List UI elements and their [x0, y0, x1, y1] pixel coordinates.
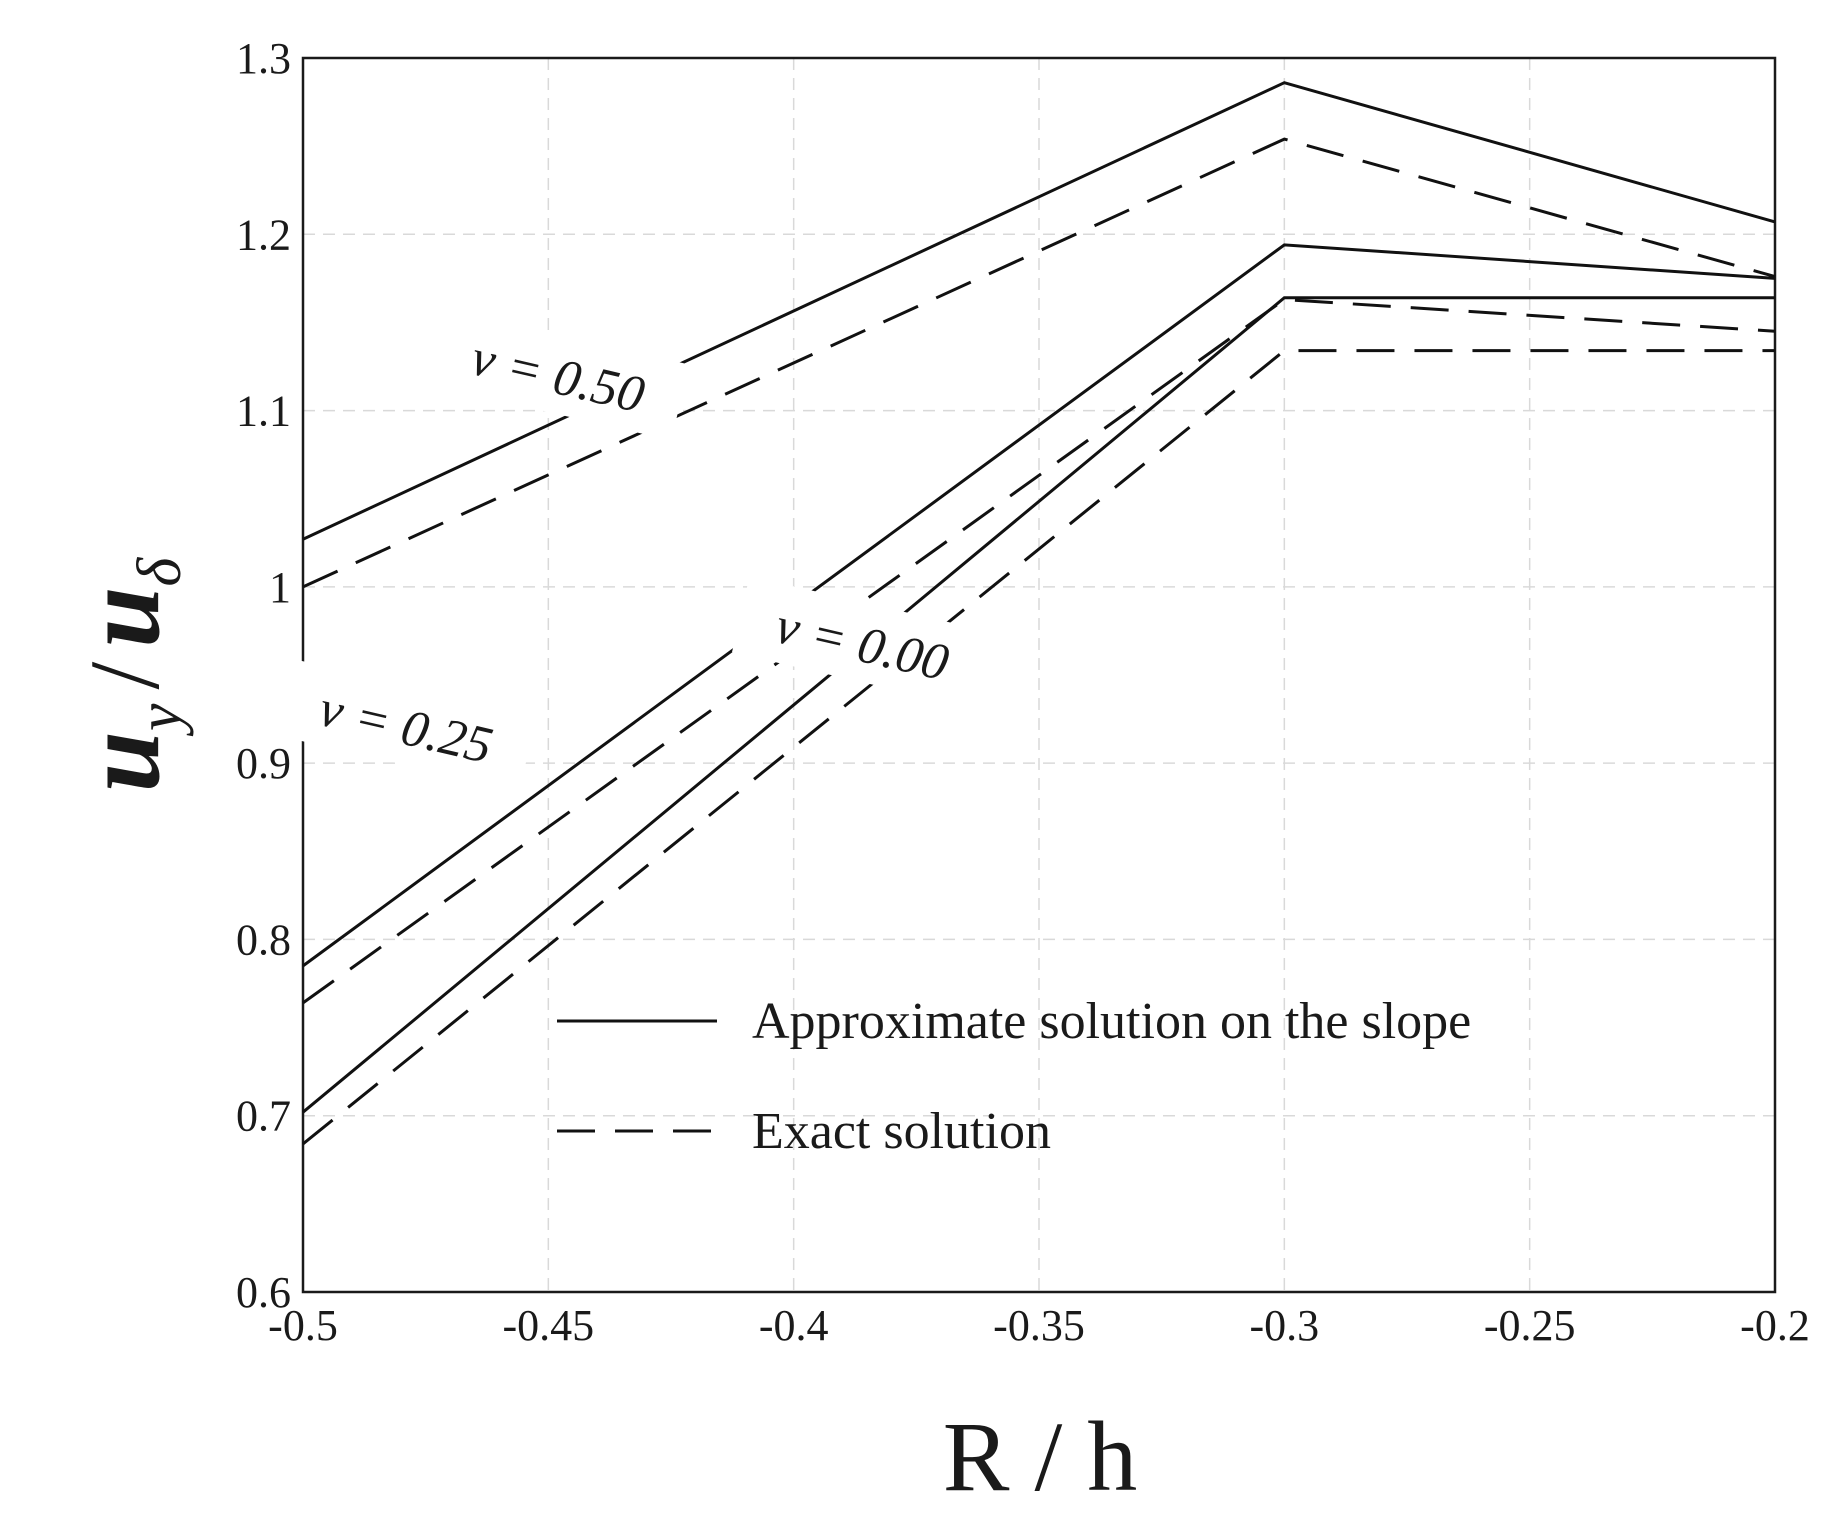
y-tick-label: 1.1 [236, 387, 291, 436]
y-axis-title-slash: / [69, 662, 180, 690]
series-line-v-0-00-solid [302, 296, 1775, 1114]
series-line-v-0-50-solid [302, 81, 1776, 541]
annotation-background [427, 308, 689, 441]
series-line-v-0-25-solid [302, 243, 1776, 968]
series-line-v-0-25-dashed [302, 297, 1776, 1005]
y-axis-title-u: u [60, 731, 182, 792]
x-tick-label: -0.3 [1250, 1301, 1320, 1350]
y-tick-label: 0.9 [236, 739, 291, 788]
legend-label-approximate: Approximate solution on the slope [752, 993, 1471, 1050]
curve-annotations: v = 0.50v = 0.25v = 0.00 [275, 308, 994, 792]
x-tick-label: -0.5 [268, 1301, 338, 1350]
series-line-v-0-50-dashed [302, 137, 1776, 589]
annotation-background [275, 659, 537, 792]
x-axis-title: R / h [943, 1401, 1137, 1512]
x-tick-labels: -0.5 -0.45 -0.4 -0.35 -0.3 -0.25 -0.2 [268, 1301, 1810, 1350]
y-axis-title: uy/uδ [60, 557, 194, 793]
y-tick-label: 0.7 [236, 1092, 291, 1141]
x-tick-label: -0.25 [1484, 1301, 1576, 1350]
x-tick-label: -0.45 [503, 1301, 595, 1350]
y-axis-title-u2: u [60, 587, 182, 648]
x-tick-label: -0.35 [993, 1301, 1085, 1350]
series-line-v-0-00-dashed [302, 349, 1775, 1146]
y-axis-title-sub-y: y [126, 703, 194, 737]
y-tick-labels: 0.6 0.7 0.8 0.9 1 1.1 1.2 1.3 [236, 34, 291, 1317]
legend-label-exact: Exact solution [752, 1103, 1051, 1160]
y-tick-label: 0.8 [236, 915, 291, 964]
annotation-background [732, 576, 994, 709]
y-tick-label: 1.3 [236, 34, 291, 83]
svg-text:uy/uδ: uy/uδ [60, 557, 194, 793]
y-tick-label: 1 [269, 563, 291, 612]
y-axis-title-sub-delta: δ [126, 557, 194, 587]
x-tick-label: -0.4 [759, 1301, 829, 1350]
legend: Approximate solution on the slope Exact … [557, 993, 1471, 1160]
y-tick-label: 1.2 [236, 210, 291, 259]
y-tick-label: 0.6 [236, 1268, 291, 1317]
x-tick-label: -0.2 [1740, 1301, 1810, 1350]
